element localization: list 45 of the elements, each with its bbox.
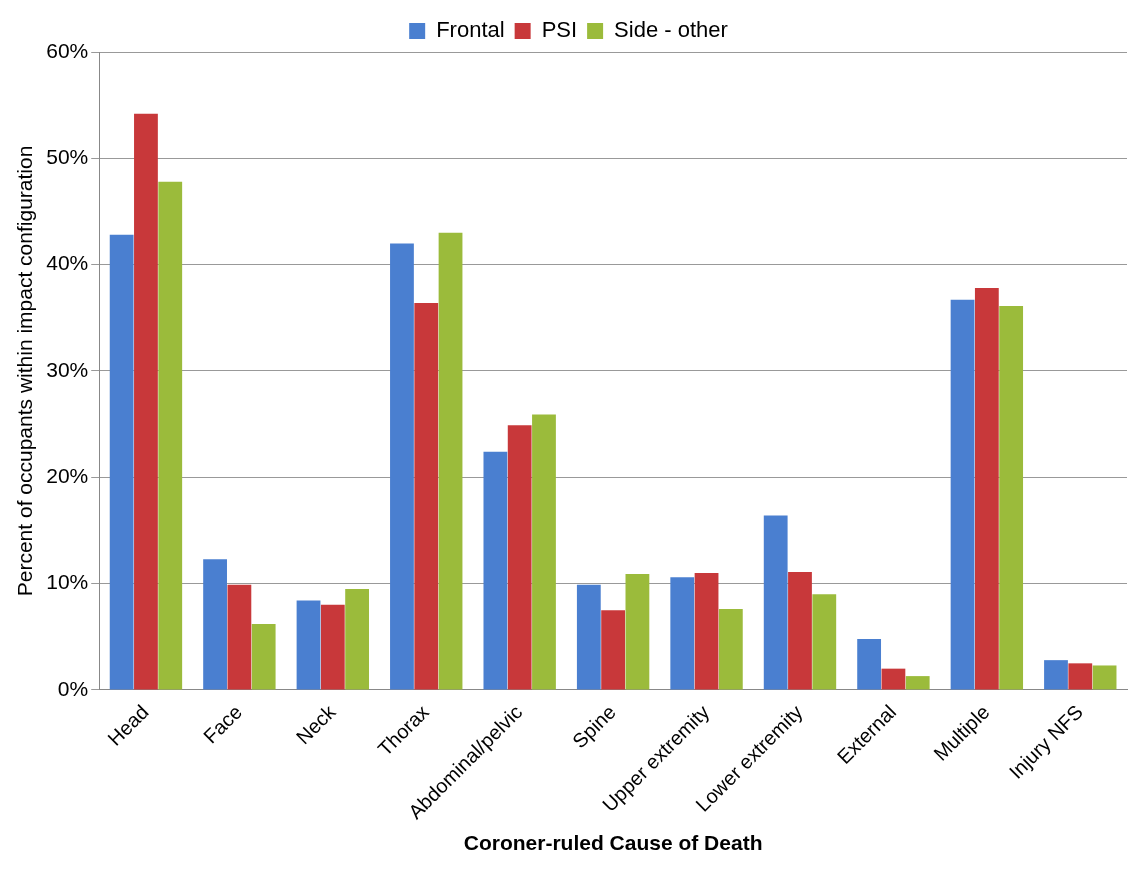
y-tick-label: 50% bbox=[46, 145, 89, 169]
bar bbox=[345, 588, 370, 690]
bar bbox=[390, 243, 414, 690]
bar bbox=[251, 624, 276, 690]
bar bbox=[881, 668, 906, 690]
bar bbox=[950, 299, 975, 690]
bar bbox=[296, 600, 321, 690]
y-tick-label: 10% bbox=[46, 570, 89, 594]
bar bbox=[134, 113, 158, 690]
bar bbox=[694, 572, 719, 690]
legend-label: PSI bbox=[541, 17, 578, 43]
bar bbox=[438, 232, 463, 690]
bar bbox=[414, 302, 439, 690]
bar bbox=[203, 559, 227, 690]
bar bbox=[788, 571, 812, 690]
bar bbox=[320, 604, 345, 690]
y-tick-label: 40% bbox=[46, 251, 89, 275]
bar bbox=[812, 594, 837, 690]
bar bbox=[1068, 663, 1093, 690]
bar bbox=[158, 181, 183, 690]
bar bbox=[718, 609, 743, 690]
bar bbox=[999, 306, 1024, 690]
bar bbox=[670, 577, 695, 690]
legend-label: Frontal bbox=[436, 17, 505, 43]
legend-label: Side - other bbox=[614, 17, 728, 43]
bar bbox=[625, 574, 650, 690]
bar bbox=[576, 584, 601, 690]
bar bbox=[483, 451, 508, 690]
bar bbox=[1092, 665, 1117, 690]
bar bbox=[227, 584, 252, 690]
y-tick-label: 30% bbox=[46, 357, 89, 381]
bar bbox=[1044, 660, 1068, 690]
bar bbox=[601, 610, 626, 690]
bar bbox=[763, 515, 788, 690]
bar bbox=[532, 414, 556, 690]
bar bbox=[109, 234, 134, 690]
y-tick-label: 0% bbox=[57, 676, 89, 700]
bar bbox=[974, 288, 999, 690]
y-tick-label: 20% bbox=[46, 464, 89, 488]
y-axis-title: Percent of occupants within impact configuration bbox=[13, 145, 37, 597]
x-axis-title: Coroner-ruled Cause of Death bbox=[463, 831, 763, 855]
y-tick-label: 60% bbox=[46, 38, 89, 62]
bar bbox=[857, 638, 882, 690]
bar bbox=[507, 425, 532, 690]
bar bbox=[905, 676, 930, 690]
